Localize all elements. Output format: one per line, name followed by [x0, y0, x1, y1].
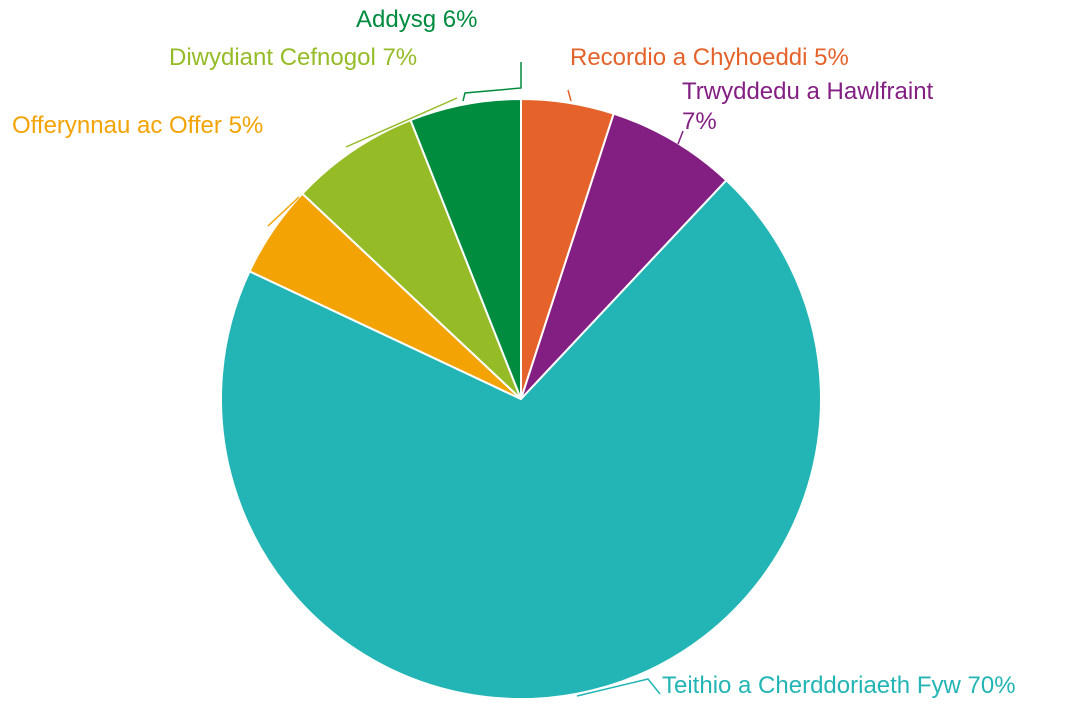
leader-lines — [267, 62, 684, 697]
leader-line-addysg — [462, 62, 522, 102]
slice-label-text-recordio-a-chyhoeddi: Recordio a Chyhoeddi 5% — [570, 44, 849, 71]
slice-label-text-addysg: Addysg 6% — [356, 6, 477, 33]
slice-category-recordio-a-chyhoeddi: Recordio a Chyhoeddi — [570, 44, 807, 71]
leader-line-recordio-a-chyhoeddi — [567, 89, 572, 102]
slice-label-text-teithio-a-cherddoriaeth-fyw: Teithio a Cherddoriaeth Fyw 70% — [662, 672, 1016, 699]
leader-line-trwyddedu-a-hawlfraint — [677, 130, 684, 145]
slice-label-teithio-a-cherddoriaeth-fyw: Teithio a Cherddoriaeth Fyw 70% — [662, 672, 1016, 699]
slice-teithio-a-cherddoriaeth-fyw — [220, 179, 822, 701]
leader-line-diwydiant-cefnogol — [345, 97, 458, 148]
slice-category-diwydiant-cefnogol: Diwydiant Cefnogol — [169, 44, 376, 71]
slice-value-recordio-a-chyhoeddi: 5% — [814, 44, 849, 71]
slice-category-offerynnau-ac-offer: Offerynnau ac Offer — [12, 112, 222, 139]
pie-slices — [220, 98, 822, 701]
slice-label-text-offerynnau-ac-offer: Offerynnau ac Offer 5% — [12, 112, 263, 139]
slice-label-text-diwydiant-cefnogol: Diwydiant Cefnogol 7% — [169, 44, 417, 71]
slice-label-offerynnau-ac-offer: Offerynnau ac Offer 5% — [12, 112, 263, 139]
slice-diwydiant-cefnogol — [301, 119, 522, 400]
slice-category-teithio-a-cherddoriaeth-fyw: Teithio a Cherddoriaeth Fyw — [662, 672, 961, 699]
slice-label-diwydiant-cefnogol: Diwydiant Cefnogol 7% — [169, 44, 417, 71]
slice-label-trwyddedu-a-hawlfraint: Trwyddedu a Hawlfraint 7% — [682, 78, 934, 135]
slice-value-offerynnau-ac-offer: 5% — [229, 112, 264, 139]
slice-value-teithio-a-cherddoriaeth-fyw: 70% — [968, 672, 1016, 699]
leader-line-offerynnau-ac-offer — [267, 196, 300, 227]
slice-category-trwyddedu-a-hawlfraint: Trwyddedu a Hawlfraint — [682, 78, 934, 105]
slice-category-addysg: Addysg — [356, 6, 436, 33]
slice-addysg — [409, 98, 522, 400]
leader-line-teithio-a-cherddoriaeth-fyw — [576, 678, 661, 697]
slice-value-diwydiant-cefnogol: 7% — [382, 44, 417, 71]
slice-value-trwyddedu-a-hawlfraint: 7% — [682, 108, 717, 135]
slice-value-addysg: 6% — [443, 6, 478, 33]
slice-labels: Recordio a Chyhoeddi 5% Trwyddedu a Hawlf… — [12, 6, 1016, 699]
slice-label-recordio-a-chyhoeddi: Recordio a Chyhoeddi 5% — [570, 44, 849, 71]
slice-label-addysg: Addysg 6% — [356, 6, 477, 33]
slice-trwyddedu-a-hawlfraint — [520, 112, 728, 400]
